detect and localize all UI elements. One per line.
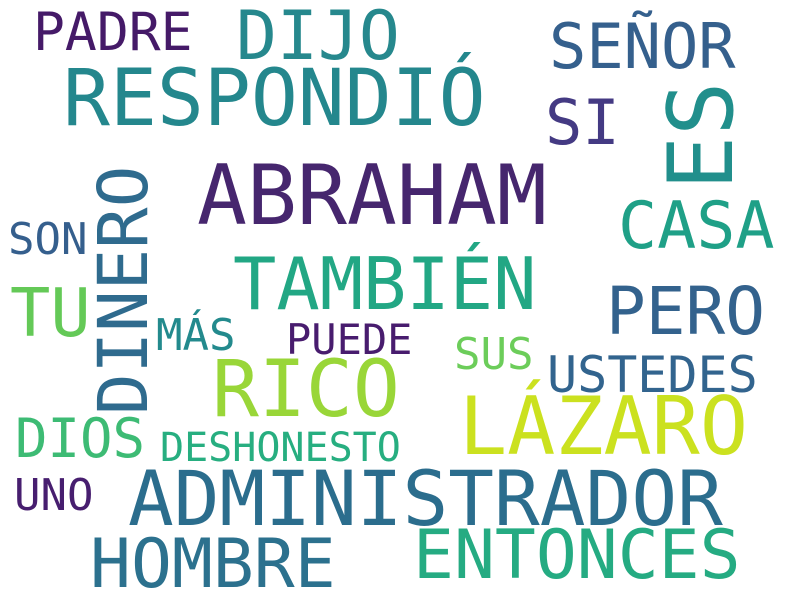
word-senor: SEÑOR [549,10,736,83]
word-rico: RICO [212,345,400,435]
word-puede: PUEDE [286,315,413,364]
word-casa: CASA [618,189,775,264]
word-pero: PERO [606,273,765,350]
word-tu: TU [10,274,91,352]
word-uno: UNO [14,470,94,521]
word-mas: MÁS [156,310,236,361]
word-dinero: DINERO [84,165,164,415]
word-tambien: TAMBIÉN [233,242,537,326]
word-es: ES [649,81,754,190]
word-sus: SUS [454,329,534,380]
word-si: SI [545,86,620,159]
word-deshonesto: DESHONESTO [160,425,401,471]
word-dios: DIOS [15,407,146,470]
word-hombre: HOMBRE [90,525,336,604]
word-son: SON [8,214,88,265]
word-entonces: ENTONCES [413,516,741,595]
word-respondio: RESPONDIÓ [63,54,486,144]
word-lazaro: LÁZARO [459,380,748,473]
word-administrador: ADMINISTRADOR [128,454,723,543]
word-abraham: ABRAHAM [197,147,547,244]
word-padre: PADRE [33,2,193,63]
word-dijo: DIJO [236,0,400,76]
word-ustedes: USTEDES [547,346,758,404]
